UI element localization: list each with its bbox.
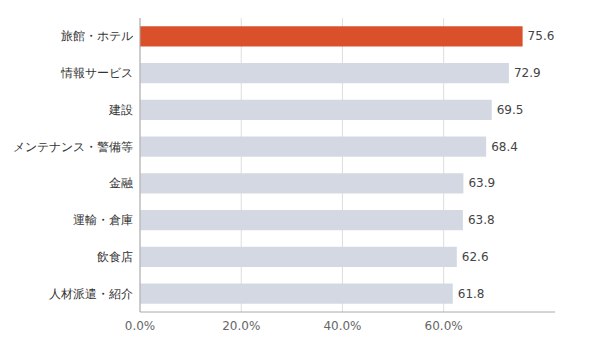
category-label: メンテナンス・警備等 <box>13 140 133 154</box>
grid-line <box>342 18 343 312</box>
bar <box>140 137 486 157</box>
chart-container: 0.0% 20.0% 40.0% 60.0% 人材派遣・紹介 飲食店 運輸・倉庫 金融 メンテナ… <box>0 0 600 349</box>
x-tick-label: 40.0% <box>323 319 361 333</box>
bar <box>140 63 509 83</box>
x-axis-line <box>140 312 555 313</box>
chart-svg: 0.0% 20.0% 40.0% 60.0% 人材派遣・紹介 飲食店 運輸・倉庫 金融 メンテナ… <box>0 0 600 349</box>
category-label: 金融 <box>109 176 133 190</box>
bar <box>140 173 463 193</box>
x-tick-label: 20.0% <box>222 319 260 333</box>
category-label: 旅館・ホテル <box>61 29 133 43</box>
category-label: 人材派遣・紹介 <box>49 287 133 301</box>
bar <box>140 100 492 120</box>
data-label: 68.4 <box>491 140 518 154</box>
bar <box>140 210 463 230</box>
data-label: 62.6 <box>462 250 489 264</box>
bar <box>140 26 523 46</box>
x-tick-label: 0.0% <box>125 319 156 333</box>
grid-line <box>241 18 242 312</box>
bars <box>140 26 523 303</box>
x-tick-label: 60.0% <box>425 319 463 333</box>
y-axis-line <box>140 18 141 312</box>
grid-line <box>443 18 444 312</box>
bar <box>140 284 453 304</box>
category-label: 飲食店 <box>97 250 133 264</box>
category-label: 運輸・倉庫 <box>73 213 133 227</box>
bar <box>140 247 457 267</box>
data-label: 75.6 <box>528 29 555 43</box>
data-label: 69.5 <box>497 103 524 117</box>
category-label: 情報サービス <box>60 66 133 80</box>
data-label: 72.9 <box>514 66 541 80</box>
data-label: 63.9 <box>468 176 495 190</box>
data-label: 61.8 <box>458 287 485 301</box>
grid-line <box>140 18 141 312</box>
data-label: 63.8 <box>468 213 495 227</box>
category-label: 建設 <box>108 103 133 117</box>
